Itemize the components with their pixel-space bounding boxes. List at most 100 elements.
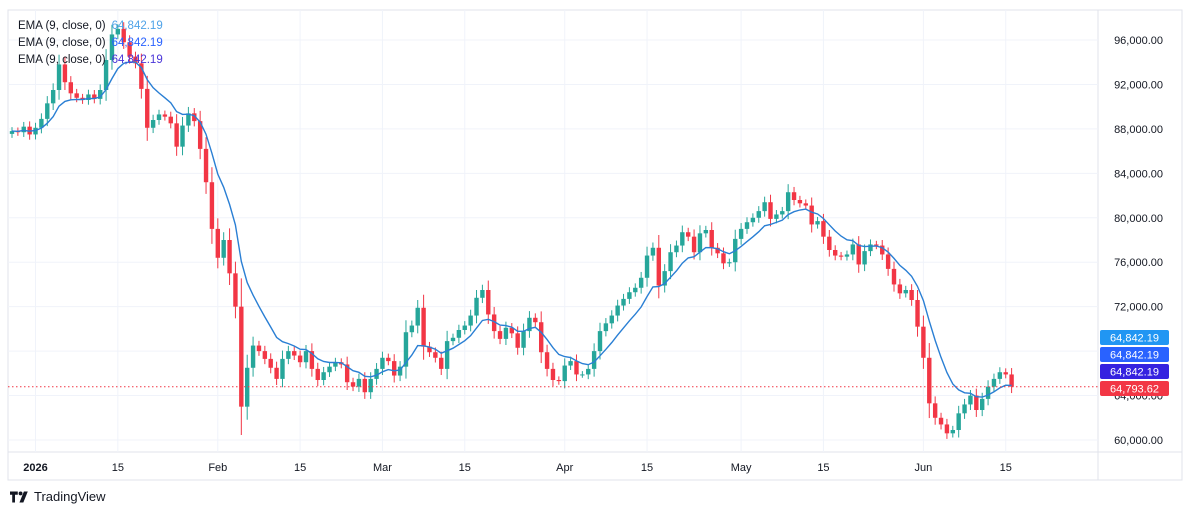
candle[interactable] [227, 240, 232, 274]
candle[interactable] [356, 378, 362, 387]
candle[interactable] [774, 214, 779, 219]
candle[interactable] [803, 203, 808, 206]
candle[interactable] [809, 205, 814, 225]
candle[interactable] [380, 357, 385, 369]
candle[interactable] [268, 358, 273, 368]
candle[interactable] [862, 251, 867, 265]
candle[interactable] [644, 255, 650, 278]
candle[interactable] [303, 351, 309, 363]
candle[interactable] [403, 332, 409, 367]
candle[interactable] [680, 232, 685, 246]
candle[interactable] [985, 386, 991, 399]
candle[interactable] [880, 245, 885, 255]
candle[interactable] [297, 355, 303, 363]
candle[interactable] [856, 244, 861, 265]
candle[interactable] [21, 126, 26, 133]
candle[interactable] [45, 103, 50, 119]
candle[interactable] [932, 403, 938, 418]
candle[interactable] [39, 118, 44, 128]
candle[interactable] [456, 330, 462, 338]
candle[interactable] [497, 331, 503, 339]
candle[interactable] [715, 247, 720, 254]
candle[interactable] [509, 327, 514, 334]
candlestick-series[interactable] [9, 22, 1014, 439]
candle[interactable] [821, 221, 826, 237]
candle[interactable] [997, 372, 1003, 379]
candle[interactable] [415, 307, 420, 326]
candle[interactable] [450, 337, 456, 342]
candle[interactable] [621, 298, 626, 306]
candle[interactable] [650, 247, 656, 256]
candle[interactable] [780, 211, 785, 215]
candle[interactable] [827, 236, 832, 250]
candle[interactable] [86, 94, 91, 100]
candle[interactable] [433, 352, 438, 358]
candle[interactable] [539, 322, 544, 353]
candle[interactable] [568, 361, 573, 366]
candle[interactable] [315, 368, 320, 380]
candle[interactable] [56, 64, 62, 90]
candle[interactable] [309, 351, 315, 369]
candle[interactable] [668, 252, 673, 272]
candle[interactable] [762, 202, 767, 212]
candle[interactable] [962, 404, 967, 414]
candle[interactable] [374, 368, 379, 379]
candle[interactable] [797, 200, 803, 204]
candle[interactable] [938, 417, 944, 425]
candle[interactable] [503, 327, 509, 339]
candle[interactable] [491, 314, 497, 332]
candle[interactable] [203, 148, 209, 183]
candle[interactable] [250, 345, 256, 368]
candle[interactable] [9, 131, 15, 134]
candle[interactable] [515, 333, 520, 348]
candle[interactable] [180, 125, 185, 147]
time-axis[interactable]: 2026 15 Feb 15 Mar 15 Apr 15 May 15 Jun 15 [23, 462, 1012, 474]
candle[interactable] [397, 366, 403, 376]
candle[interactable] [245, 367, 250, 407]
candle[interactable] [197, 121, 203, 149]
candle[interactable] [944, 424, 950, 434]
candle[interactable] [350, 382, 356, 387]
candle[interactable] [980, 398, 985, 410]
candle[interactable] [468, 315, 473, 326]
candle[interactable] [744, 222, 750, 229]
candle[interactable] [162, 114, 168, 117]
candle[interactable] [239, 306, 244, 407]
legend-row-ema-1[interactable]: EMA (9, close, 0) 64,842.19 [18, 18, 163, 35]
candle[interactable] [121, 28, 126, 43]
candle[interactable] [750, 217, 756, 223]
candle[interactable] [533, 317, 538, 323]
candle[interactable] [833, 250, 838, 256]
candle[interactable] [709, 230, 714, 248]
candle[interactable] [444, 341, 450, 369]
candle[interactable] [286, 351, 291, 359]
candle[interactable] [486, 290, 491, 315]
candle[interactable] [544, 352, 550, 369]
candle[interactable] [991, 378, 997, 387]
candle[interactable] [897, 284, 903, 294]
candle[interactable] [333, 362, 338, 367]
candle[interactable] [874, 244, 879, 246]
candle[interactable] [785, 192, 791, 212]
candle[interactable] [921, 326, 926, 358]
candle[interactable] [768, 202, 773, 219]
candle[interactable] [633, 287, 638, 293]
candle[interactable] [950, 430, 955, 434]
candle[interactable] [192, 113, 197, 122]
candle[interactable] [256, 345, 262, 352]
ema-line[interactable] [11, 61, 1012, 398]
candle[interactable] [615, 305, 620, 316]
candle[interactable] [638, 277, 644, 288]
candle[interactable] [480, 290, 485, 298]
candle[interactable] [815, 221, 820, 225]
candle[interactable] [686, 232, 691, 237]
candle[interactable] [274, 367, 279, 379]
legend-row-ema-2[interactable]: EMA (9, close, 0) 64,842.19 [18, 35, 163, 52]
candle[interactable] [656, 247, 661, 286]
candle[interactable] [703, 230, 709, 234]
candle[interactable] [386, 357, 391, 362]
candle[interactable] [838, 255, 844, 257]
candle[interactable] [74, 93, 79, 98]
candle[interactable] [909, 290, 914, 300]
candle[interactable] [1009, 374, 1014, 387]
